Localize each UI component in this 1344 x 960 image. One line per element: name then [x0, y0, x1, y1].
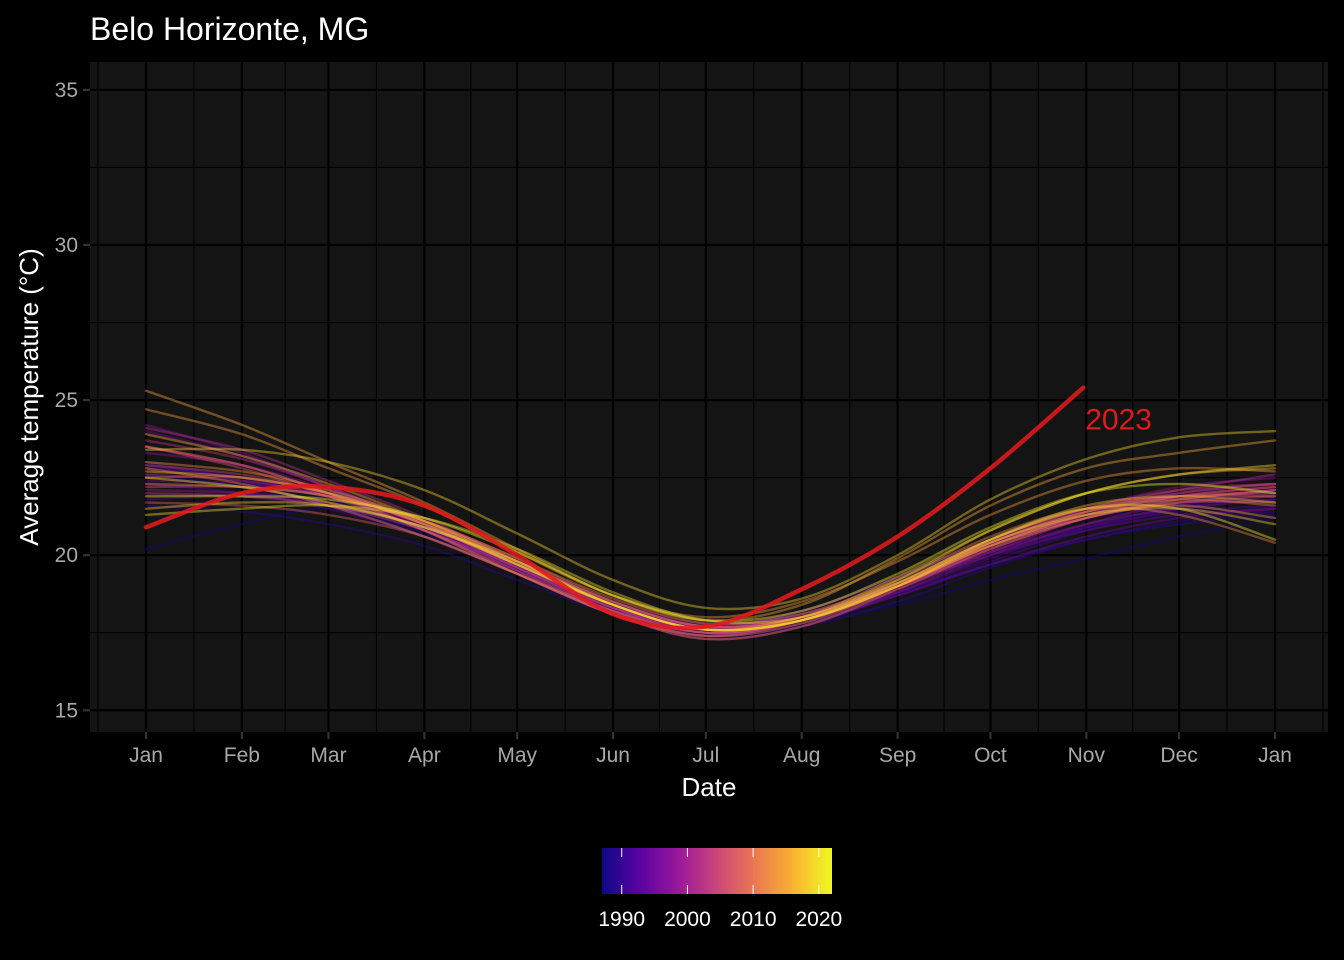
grid-major [90, 62, 1328, 732]
series-line-2022 [144, 482, 1277, 623]
series-line-2014 [144, 408, 1277, 619]
x-axis-title: Date [682, 772, 737, 802]
series-line-2019 [144, 429, 1277, 611]
y-tick-label: 20 [55, 544, 78, 567]
x-tick-label: Nov [1068, 744, 1106, 767]
series-line-2008 [144, 500, 1277, 635]
colorbar [602, 848, 832, 894]
x-tick-label: Sep [879, 744, 916, 767]
y-axis-title: Average temperature (°C) [14, 248, 44, 546]
x-tick-label: Jun [596, 744, 630, 767]
colorbar-ticks: 1990 2000 2010 2020 [598, 848, 842, 931]
series-line-1994 [144, 479, 1277, 626]
series-line-1999 [144, 488, 1277, 632]
colorbar-tick-label: 1990 [598, 908, 645, 931]
highlight-line [143, 385, 1086, 631]
series-line-1988 [144, 473, 1277, 631]
plot-panel [90, 62, 1328, 732]
colorbar-tick-label: 2000 [664, 908, 711, 931]
series-line-2016 [144, 433, 1277, 632]
series-line-2017 [144, 470, 1277, 632]
colorbar-legend: 1990 2000 2010 2020 [598, 848, 842, 931]
x-tick-label: Mar [310, 744, 346, 767]
series-line-1989 [144, 504, 1277, 638]
series-line-2010 [144, 445, 1277, 641]
series-line-2000 [144, 445, 1277, 638]
series-line-2006 [144, 445, 1277, 635]
y-axis: 15 20 25 30 35 [55, 79, 90, 722]
x-axis: Jan Feb Mar Apr May Jun Jul Aug Sep Oct Nov Dec Jan [129, 732, 1292, 767]
x-tick-label: Feb [224, 744, 260, 767]
y-tick-label: 25 [55, 389, 78, 412]
grid-minor [90, 62, 1328, 732]
x-tick-label: Jul [692, 744, 719, 767]
series-line-2012 [144, 482, 1277, 626]
series-line-1991 [144, 460, 1277, 635]
x-tick-label: May [497, 744, 537, 767]
highlight-layer: 2023 [143, 385, 1152, 631]
series-line-2013 [144, 460, 1277, 632]
x-tick-label: Dec [1160, 744, 1197, 767]
series-line-2004 [144, 492, 1277, 632]
series-line-1992 [144, 482, 1277, 631]
series-line-2011 [144, 467, 1277, 638]
x-tick-label: Jan [129, 744, 163, 767]
y-tick-label: 30 [55, 234, 78, 257]
x-tick-label: Oct [974, 744, 1007, 767]
series-line-1996 [144, 467, 1277, 632]
series-line-2020 [144, 464, 1277, 625]
series-line-2005 [144, 464, 1277, 635]
y-tick-label: 35 [55, 79, 78, 102]
series-line-2018 [144, 500, 1277, 632]
chart-title: Belo Horizonte, MG [90, 11, 369, 47]
x-tick-label: Jan [1258, 744, 1292, 767]
series-line-2015 [144, 389, 1277, 622]
series-line-2002 [144, 426, 1277, 632]
highlight-label: 2023 [1085, 404, 1152, 437]
y-tick-label: 15 [55, 699, 78, 722]
series-line-2021 [144, 476, 1277, 632]
colorbar-tick-label: 2020 [795, 908, 842, 931]
x-tick-label: Aug [783, 744, 820, 767]
colorbar-tick-label: 2010 [730, 908, 777, 931]
x-tick-label: Apr [408, 744, 441, 767]
